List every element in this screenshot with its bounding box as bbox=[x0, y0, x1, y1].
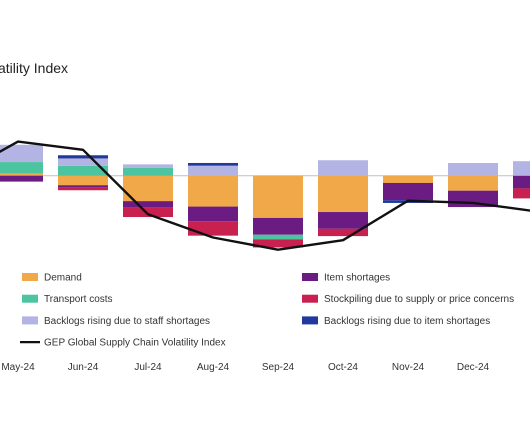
bar-segment bbox=[253, 175, 303, 218]
bar-segment bbox=[513, 188, 530, 199]
bar-segment bbox=[123, 201, 173, 208]
x-tick-label: May-24 bbox=[1, 362, 35, 373]
x-tick-label: Jun-24 bbox=[68, 362, 99, 373]
bar-segment bbox=[0, 162, 43, 174]
bar-segment bbox=[448, 162, 498, 176]
bar-segment bbox=[188, 221, 238, 236]
bar-segment bbox=[448, 175, 498, 191]
bar-segment bbox=[318, 212, 368, 229]
legend-swatch bbox=[302, 316, 318, 325]
bar-segment bbox=[0, 173, 43, 176]
x-axis-ticks: May-24 Jun-24 Jul-24 Aug-24 Sep-24 Oct-24 Nov-… bbox=[1, 362, 530, 373]
legend-label: Stockpiling due to supply or price conce… bbox=[324, 294, 514, 305]
bar-segment bbox=[253, 239, 303, 248]
legend-swatch bbox=[22, 316, 38, 325]
bar-segment bbox=[513, 161, 530, 176]
x-tick-label: Jul-24 bbox=[134, 362, 162, 373]
bars-group bbox=[0, 144, 530, 248]
legend-label: Backlogs rising due to staff shortages bbox=[44, 316, 210, 327]
legend-swatch bbox=[22, 294, 38, 303]
legend: Demand Item shortages Transport costs Stock… bbox=[20, 273, 514, 349]
legend-swatch bbox=[302, 273, 318, 281]
bar-segment bbox=[123, 207, 173, 218]
x-tick-label: Aug-24 bbox=[197, 362, 230, 373]
x-tick-label: Sep-24 bbox=[262, 362, 295, 373]
bar-segment bbox=[513, 175, 530, 189]
bar-segment bbox=[188, 206, 238, 222]
bar-segment bbox=[318, 175, 368, 213]
bar-segment bbox=[58, 155, 108, 159]
bar-segment bbox=[0, 144, 43, 163]
bar-segment bbox=[188, 165, 238, 176]
bar-segment bbox=[58, 187, 108, 191]
bar-segment bbox=[0, 175, 43, 182]
bar-segment bbox=[188, 162, 238, 166]
bar-segment bbox=[58, 165, 108, 176]
bar-segment bbox=[58, 175, 108, 186]
chart-title: atility Index bbox=[0, 60, 69, 76]
bar-segment bbox=[123, 164, 173, 168]
index-line bbox=[0, 140, 530, 251]
bar-segment bbox=[383, 182, 433, 201]
legend-swatch bbox=[22, 273, 38, 281]
legend-label: Demand bbox=[44, 273, 82, 284]
x-tick-label: Dec-24 bbox=[457, 362, 490, 373]
bar-segment bbox=[123, 167, 173, 176]
bar-segment bbox=[318, 160, 368, 176]
bar-segment bbox=[253, 217, 303, 235]
bar-segment bbox=[318, 228, 368, 237]
legend-label: Item shortages bbox=[324, 273, 390, 284]
bar-segment bbox=[58, 158, 108, 166]
x-tick-label: Oct-24 bbox=[328, 362, 358, 373]
x-tick-label: Nov-24 bbox=[392, 362, 425, 373]
legend-label: GEP Global Supply Chain Volatility Index bbox=[44, 338, 226, 349]
legend-label: Backlogs rising due to item shortages bbox=[324, 316, 490, 327]
legend-label: Transport costs bbox=[44, 294, 113, 305]
bar-segment bbox=[383, 175, 433, 183]
legend-swatch bbox=[302, 294, 318, 303]
bar-segment bbox=[188, 175, 238, 207]
bar-segment bbox=[58, 185, 108, 188]
bar-segment bbox=[253, 234, 303, 240]
